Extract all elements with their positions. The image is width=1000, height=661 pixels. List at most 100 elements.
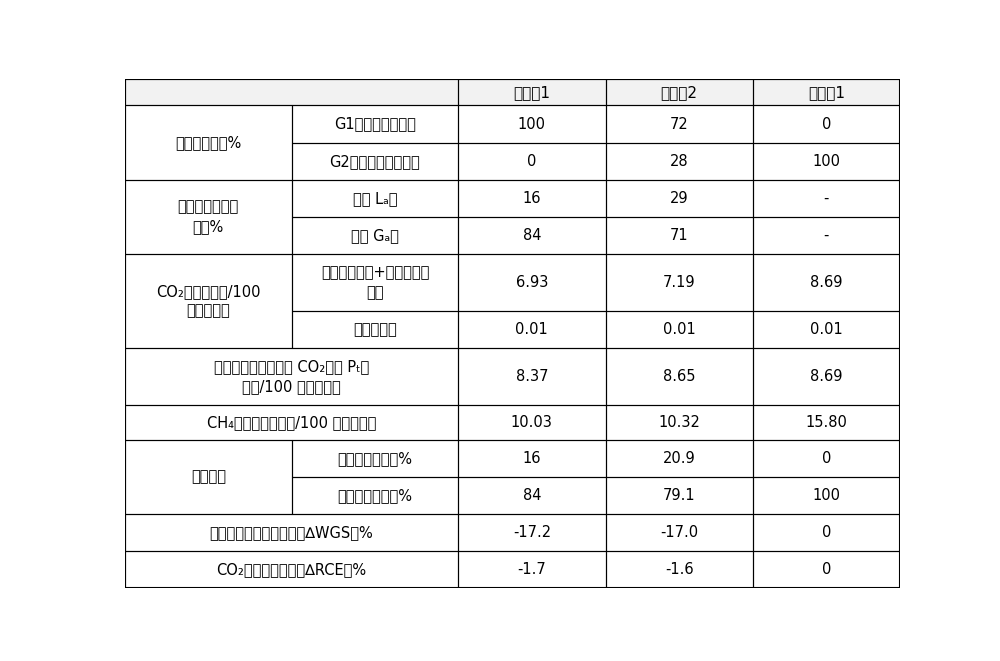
Text: 16: 16 xyxy=(523,451,541,466)
Bar xyxy=(125,440,292,514)
Bar xyxy=(753,217,900,254)
Text: 0: 0 xyxy=(527,154,537,169)
Text: 10.32: 10.32 xyxy=(658,415,700,430)
Bar xyxy=(606,217,753,254)
Text: 甲烷化工序: 甲烷化工序 xyxy=(353,322,397,337)
Bar xyxy=(606,477,753,514)
Bar xyxy=(292,477,458,514)
Text: CO₂产量，体积/100
体积原料气: CO₂产量，体积/100 体积原料气 xyxy=(156,284,261,319)
Bar xyxy=(606,311,753,348)
Bar xyxy=(606,254,753,311)
Bar xyxy=(292,311,458,348)
Bar xyxy=(292,180,458,217)
Bar xyxy=(458,311,606,348)
Text: 液体 Lₐ量: 液体 Lₐ量 xyxy=(353,191,397,206)
Bar xyxy=(458,477,606,514)
Text: 6.93: 6.93 xyxy=(516,275,548,290)
Bar xyxy=(753,143,900,180)
Bar xyxy=(125,348,458,405)
Text: 72: 72 xyxy=(670,116,688,132)
Bar xyxy=(292,440,458,477)
Text: 84: 84 xyxy=(523,228,541,243)
Bar xyxy=(606,79,753,106)
Bar xyxy=(458,180,606,217)
Bar xyxy=(606,440,753,477)
Bar xyxy=(753,311,900,348)
Text: （合成低碳醇+水气变换）
工序: （合成低碳醇+水气变换） 工序 xyxy=(321,265,429,300)
Bar xyxy=(458,254,606,311)
Text: 29: 29 xyxy=(670,191,688,206)
Bar xyxy=(292,106,458,143)
Text: 28: 28 xyxy=(670,154,688,169)
Bar xyxy=(753,405,900,440)
Text: 100: 100 xyxy=(812,154,840,169)
Text: 71: 71 xyxy=(670,228,688,243)
Text: 10.03: 10.03 xyxy=(511,415,553,430)
Text: 实施例1: 实施例1 xyxy=(513,85,550,100)
Text: 8.69: 8.69 xyxy=(810,369,843,384)
Bar xyxy=(753,440,900,477)
Text: -: - xyxy=(824,228,829,243)
Text: 7.19: 7.19 xyxy=(663,275,695,290)
Text: 84: 84 xyxy=(523,488,541,503)
Text: CO₂相对排放量变化∆RCE，%: CO₂相对排放量变化∆RCE，% xyxy=(217,563,367,577)
Bar xyxy=(458,217,606,254)
Text: -: - xyxy=(824,191,829,206)
Text: 总的水气变换负荷减少量∆WGS，%: 总的水气变换负荷减少量∆WGS，% xyxy=(210,525,374,540)
Text: 实施例2: 实施例2 xyxy=(661,85,698,100)
Bar xyxy=(606,514,753,551)
Text: -1.6: -1.6 xyxy=(665,563,693,577)
Bar xyxy=(753,477,900,514)
Text: G2（不进合成反应）: G2（不进合成反应） xyxy=(330,154,420,169)
Bar xyxy=(458,514,606,551)
Bar xyxy=(753,106,900,143)
Bar xyxy=(458,143,606,180)
Text: 0.01: 0.01 xyxy=(810,322,843,337)
Bar xyxy=(753,79,900,106)
Bar xyxy=(458,348,606,405)
Bar xyxy=(125,254,292,348)
Bar xyxy=(125,180,292,254)
Text: 100: 100 xyxy=(812,488,840,503)
Bar xyxy=(606,79,753,106)
Bar xyxy=(292,254,458,311)
Bar xyxy=(125,79,458,106)
Text: 16: 16 xyxy=(523,191,541,206)
Bar xyxy=(753,514,900,551)
Bar xyxy=(753,254,900,311)
Bar xyxy=(606,405,753,440)
Text: -17.0: -17.0 xyxy=(660,525,698,540)
Bar xyxy=(458,79,606,106)
Bar xyxy=(125,79,458,106)
Bar xyxy=(125,106,292,180)
Text: 气体 Gₐ量: 气体 Gₐ量 xyxy=(351,228,399,243)
Bar xyxy=(292,143,458,180)
Bar xyxy=(458,79,606,106)
Text: 产物分布: 产物分布 xyxy=(191,469,226,485)
Bar xyxy=(292,217,458,254)
Text: 79.1: 79.1 xyxy=(663,488,695,503)
Bar xyxy=(125,514,458,551)
Bar xyxy=(606,180,753,217)
Bar xyxy=(606,348,753,405)
Bar xyxy=(606,551,753,588)
Text: 对比例1: 对比例1 xyxy=(808,85,845,100)
Text: 0: 0 xyxy=(822,451,831,466)
Text: 20.9: 20.9 xyxy=(663,451,696,466)
Text: 0.01: 0.01 xyxy=(516,322,548,337)
Text: 0: 0 xyxy=(822,563,831,577)
Text: -17.2: -17.2 xyxy=(513,525,551,540)
Text: 总液体量，重量%: 总液体量，重量% xyxy=(337,451,412,466)
Text: 100: 100 xyxy=(518,116,546,132)
Text: 8.37: 8.37 xyxy=(516,369,548,384)
Bar xyxy=(753,79,900,106)
Bar xyxy=(753,551,900,588)
Text: 8.65: 8.65 xyxy=(663,369,695,384)
Text: 原料气，体积%: 原料气，体积% xyxy=(175,135,241,150)
Bar xyxy=(125,405,458,440)
Bar xyxy=(458,551,606,588)
Text: 合成反应产物，
重量%: 合成反应产物， 重量% xyxy=(178,200,239,234)
Text: -1.7: -1.7 xyxy=(518,563,546,577)
Text: G1（进合成反应）: G1（进合成反应） xyxy=(334,116,416,132)
Bar xyxy=(458,106,606,143)
